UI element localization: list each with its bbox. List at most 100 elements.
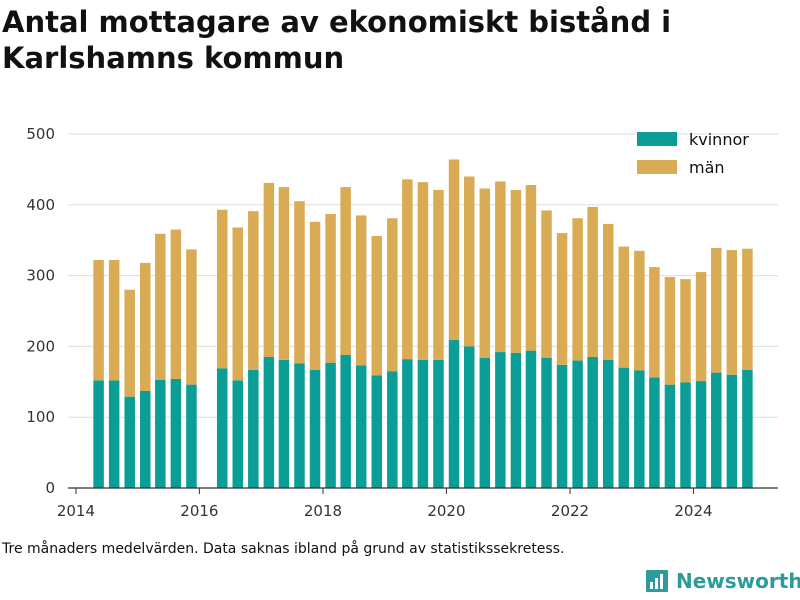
bar-kvinnor xyxy=(325,362,336,488)
x-tick-label: 2024 xyxy=(674,502,712,520)
bar-man xyxy=(479,188,491,358)
bar-man xyxy=(634,250,645,371)
bar-kvinnor xyxy=(479,357,491,488)
bar-man xyxy=(124,289,135,397)
brand-name: Newsworthy xyxy=(676,569,800,593)
legend-swatch-kvinnor xyxy=(637,132,677,146)
legend-label-man: män xyxy=(689,157,725,177)
bar-man xyxy=(155,233,166,380)
bar-man xyxy=(170,229,182,379)
bar-kvinnor xyxy=(711,372,722,488)
bar-kvinnor xyxy=(155,379,166,488)
bar-kvinnor xyxy=(680,382,691,488)
bar-man xyxy=(140,262,151,392)
bar-kvinnor xyxy=(170,378,182,488)
bar-man xyxy=(556,233,568,365)
bar-man xyxy=(417,182,429,360)
y-axis-ticks: 0 100 200 300 400 500 xyxy=(26,125,55,497)
bar-man xyxy=(309,221,321,370)
bar-man xyxy=(587,206,598,358)
bar-kvinnor xyxy=(695,381,707,488)
bar-man xyxy=(572,218,583,361)
bar-kvinnor xyxy=(495,352,506,488)
bar-kvinnor xyxy=(402,359,413,488)
bar-man xyxy=(742,248,753,370)
bar-man xyxy=(541,210,552,358)
bar-kvinnor xyxy=(664,384,676,488)
bar-man xyxy=(525,184,537,351)
bar-kvinnor xyxy=(618,367,630,488)
bar-kvinnor xyxy=(278,359,290,488)
bar-kvinnor xyxy=(309,369,321,488)
y-tick-label: 400 xyxy=(26,196,55,214)
bar-kvinnor xyxy=(587,357,598,488)
bar-kvinnor xyxy=(525,350,537,488)
y-tick-label: 0 xyxy=(45,479,55,497)
bar-man xyxy=(649,267,660,378)
bar-man xyxy=(294,201,305,364)
y-tick-label: 200 xyxy=(26,337,55,355)
bar-kvinnor xyxy=(448,340,460,488)
x-tick-label: 2022 xyxy=(551,502,589,520)
brand: Newsworthy xyxy=(644,568,800,594)
y-tick-label: 300 xyxy=(26,267,55,285)
bar-kvinnor xyxy=(93,380,104,488)
x-tick-label: 2020 xyxy=(427,502,465,520)
bar-man xyxy=(495,181,506,353)
bar-man xyxy=(325,214,336,363)
chart-caption: Tre månaders medelvärden. Data saknas ib… xyxy=(2,541,565,557)
bar-man xyxy=(664,277,676,385)
bar-man xyxy=(711,247,722,373)
x-axis-ticks: 2014 2016 2018 2020 2022 2024 xyxy=(57,488,713,520)
x-tick-label: 2018 xyxy=(304,502,342,520)
bar-kvinnor xyxy=(387,371,398,488)
chart-title: Antal mottagare av ekonomiskt bistånd i … xyxy=(2,5,672,75)
bar-kvinnor xyxy=(541,357,552,488)
bar-kvinnor xyxy=(294,363,305,488)
bar-kvinnor xyxy=(216,368,228,488)
bar-man xyxy=(371,235,383,376)
bar-man xyxy=(602,223,614,360)
bar-kvinnor xyxy=(248,369,259,488)
bar-kvinnor xyxy=(232,380,244,488)
bar-kvinnor xyxy=(433,359,444,488)
y-tick-label: 100 xyxy=(26,408,55,426)
y-tick-label: 500 xyxy=(26,125,55,143)
bar-man xyxy=(695,272,707,382)
bar-man xyxy=(510,189,522,353)
bar-kvinnor xyxy=(124,396,135,488)
bar-man xyxy=(387,218,398,372)
bar-man xyxy=(186,249,197,385)
bar-man xyxy=(108,260,120,381)
x-tick-label: 2014 xyxy=(57,502,95,520)
bar-man xyxy=(278,187,290,360)
bar-man xyxy=(402,179,413,360)
bar-kvinnor xyxy=(649,377,660,488)
bar-kvinnor xyxy=(602,359,614,488)
x-tick-label: 2016 xyxy=(180,502,218,520)
bar-kvinnor xyxy=(634,370,645,488)
bars xyxy=(93,159,753,488)
bar-kvinnor xyxy=(463,346,475,488)
bar-man xyxy=(433,189,444,360)
bar-man xyxy=(263,182,275,358)
bar-man xyxy=(463,176,475,347)
bar-man xyxy=(680,279,691,383)
bar-man xyxy=(448,159,460,341)
legend-item-man: män xyxy=(637,154,749,180)
bar-man xyxy=(232,227,244,381)
legend-label-kvinnor: kvinnor xyxy=(689,129,749,149)
bar-kvinnor xyxy=(510,352,522,488)
legend: kvinnor män xyxy=(637,126,749,182)
bar-man xyxy=(340,187,351,355)
legend-item-kvinnor: kvinnor xyxy=(637,126,749,152)
bar-man xyxy=(618,246,630,368)
bar-man xyxy=(93,260,104,381)
bar-chart-logo-icon xyxy=(646,570,668,592)
bar-kvinnor xyxy=(371,375,383,488)
bar-kvinnor xyxy=(726,374,738,488)
bar-kvinnor xyxy=(186,384,197,488)
bar-kvinnor xyxy=(108,380,120,488)
bar-kvinnor xyxy=(742,369,753,488)
